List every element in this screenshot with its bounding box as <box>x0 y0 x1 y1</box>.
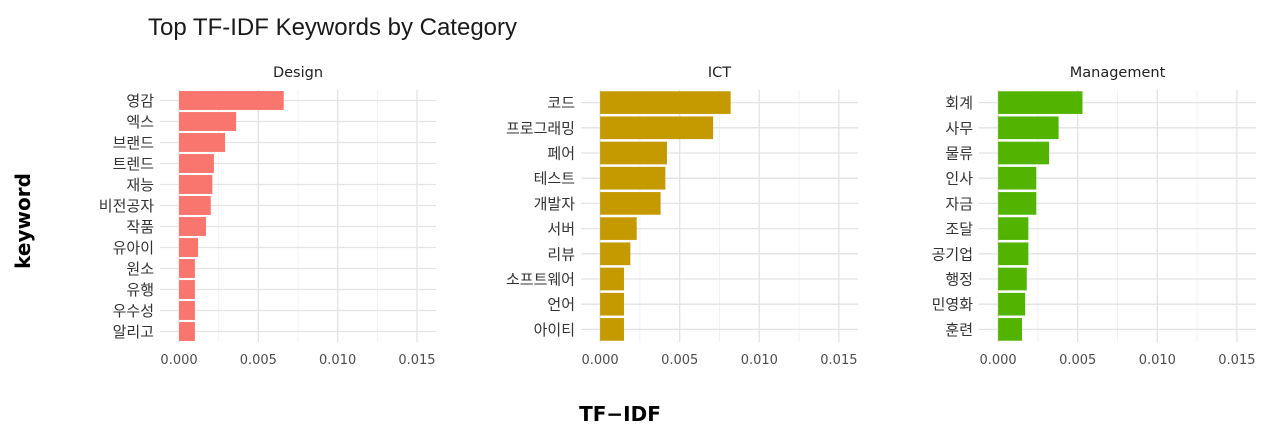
bar <box>179 217 206 236</box>
bar <box>600 242 631 266</box>
category-label: 훈련 <box>945 321 973 339</box>
category-label: 서버 <box>547 220 575 238</box>
category-label: 소프트웨어 <box>506 271 575 289</box>
category-label: 물류 <box>945 145 973 163</box>
category-label: 공기업 <box>932 245 973 263</box>
category-label: 유행 <box>126 281 154 299</box>
x-tick-label: 0.000 <box>160 353 197 368</box>
bar <box>600 116 714 140</box>
bar <box>179 175 213 194</box>
bar <box>179 196 211 215</box>
category-label: 비전공자 <box>99 197 154 215</box>
bar <box>179 154 214 173</box>
category-label: 알리고 <box>113 323 154 341</box>
category-label: 코드 <box>547 94 575 112</box>
category-label: 재능 <box>126 176 154 194</box>
bar <box>600 91 731 114</box>
bar <box>179 322 195 341</box>
bar <box>600 267 624 291</box>
bar <box>998 91 1083 114</box>
category-label: 아이티 <box>534 321 575 339</box>
bar <box>998 292 1026 316</box>
x-tick-label: 0.005 <box>661 353 698 368</box>
bar <box>179 238 199 257</box>
y-axis-title: keyword <box>11 173 35 269</box>
x-tick-label: 0.010 <box>319 353 356 368</box>
bar <box>179 301 195 320</box>
category-label: 브랜드 <box>113 134 155 152</box>
x-tick-label: 0.010 <box>741 353 778 368</box>
x-tick-label: 0.005 <box>1059 353 1096 368</box>
bar <box>179 259 195 278</box>
bar <box>998 116 1059 140</box>
bar <box>600 318 624 341</box>
category-label: 민영화 <box>932 296 974 314</box>
bar <box>998 217 1029 240</box>
chart-title: Top TF-IDF Keywords by Category <box>148 14 517 41</box>
category-label: 자금 <box>945 195 973 213</box>
bar <box>998 192 1037 215</box>
bar <box>998 267 1027 291</box>
category-label: 개발자 <box>534 195 576 213</box>
bar <box>998 318 1022 341</box>
bar <box>600 166 666 190</box>
category-label: 작품 <box>126 218 154 236</box>
x-tick-label: 0.015 <box>398 353 435 368</box>
x-tick-label: 0.000 <box>581 353 618 368</box>
category-label: 언어 <box>547 296 575 314</box>
x-tick-label: 0.015 <box>1218 353 1255 368</box>
bar <box>600 292 624 316</box>
bar <box>179 91 284 110</box>
category-label: 인사 <box>945 170 973 188</box>
category-label: 행정 <box>945 271 973 289</box>
bar <box>998 166 1037 190</box>
category-label: 리뷰 <box>547 245 575 263</box>
bar <box>179 112 237 131</box>
category-label: 테스트 <box>534 170 576 188</box>
category-label: 영감 <box>126 92 154 110</box>
bar <box>600 192 661 215</box>
bar <box>600 141 667 165</box>
category-label: 원소 <box>126 260 154 278</box>
x-axis-title: TF−IDF <box>579 402 661 426</box>
facet-label: ICT <box>708 65 731 81</box>
bar <box>998 141 1050 165</box>
category-label: 회계 <box>945 94 973 112</box>
category-label: 페어 <box>547 145 575 163</box>
facet-label: Management <box>1070 65 1166 81</box>
x-tick-label: 0.015 <box>820 353 857 368</box>
facet-label: Design <box>273 65 323 81</box>
category-label: 우수성 <box>113 302 154 320</box>
bar <box>600 217 637 240</box>
category-label: 트렌드 <box>113 155 155 173</box>
bar <box>998 242 1029 266</box>
x-tick-label: 0.010 <box>1139 353 1176 368</box>
x-tick-label: 0.005 <box>240 353 277 368</box>
x-tick-label: 0.000 <box>979 353 1016 368</box>
category-label: 사무 <box>945 119 973 137</box>
category-label: 조달 <box>945 220 973 238</box>
category-label: 유아이 <box>113 239 154 257</box>
bar <box>179 133 226 152</box>
bar <box>179 280 195 299</box>
category-label: 프로그래밍 <box>506 119 575 137</box>
category-label: 엑스 <box>126 113 154 131</box>
